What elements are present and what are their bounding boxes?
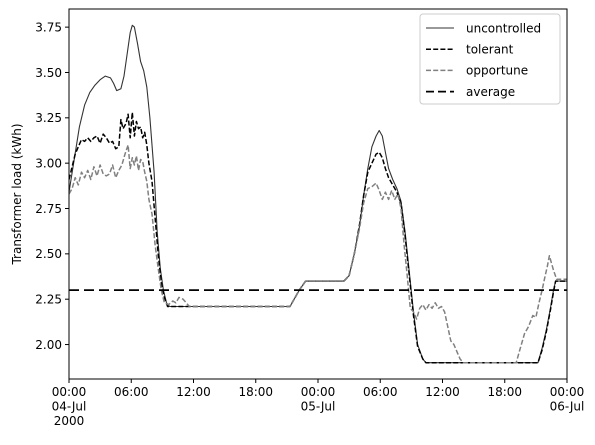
x-tick-label: 12:00 [425,385,460,399]
legend-frame [419,13,561,105]
x-tick-label: 2000 [54,414,85,428]
y-tick-label: 3.00 [35,156,62,170]
x-tick-label: 00:00 [301,385,336,399]
y-tick-label: 3.50 [35,66,62,80]
legend-label-uncontrolled: uncontrolled [466,21,541,35]
x-tick-label: 00:00 [52,385,87,399]
series-layer [69,24,567,364]
x-tick-label: 05-Jul [301,400,336,414]
x-tick-label: 06-Jul [550,400,585,414]
y-tick-label: 3.25 [35,111,62,125]
y-tick-label: 2.00 [35,338,62,352]
x-tick-label: 18:00 [238,385,273,399]
series-line-tolerant [69,111,567,364]
series-line-opportune [69,144,567,364]
y-tick-label: 2.50 [35,247,62,261]
x-tick-label: 18:00 [487,385,522,399]
y-tick-label: 2.25 [35,292,62,306]
x-tick-label: 00:00 [550,385,585,399]
x-tick-label: 04-Jul [52,400,87,414]
y-tick-label: 2.75 [35,202,62,216]
x-tick-label: 06:00 [363,385,398,399]
y-axis: 2.00 2.25 2.50 2.75 3.00 3.25 3.50 3.75 [35,20,69,352]
legend-label-average: average [466,85,515,99]
legend-label-opportune: opportune [466,64,528,78]
legend: uncontrolled tolerant opportune average [419,13,561,105]
x-tick-label: 06:00 [114,385,149,399]
legend-label-tolerant: tolerant [466,43,514,57]
y-axis-label: Transformer load (kWh) [10,123,24,265]
y-tick-label: 3.75 [35,20,62,34]
x-tick-label: 12:00 [176,385,211,399]
